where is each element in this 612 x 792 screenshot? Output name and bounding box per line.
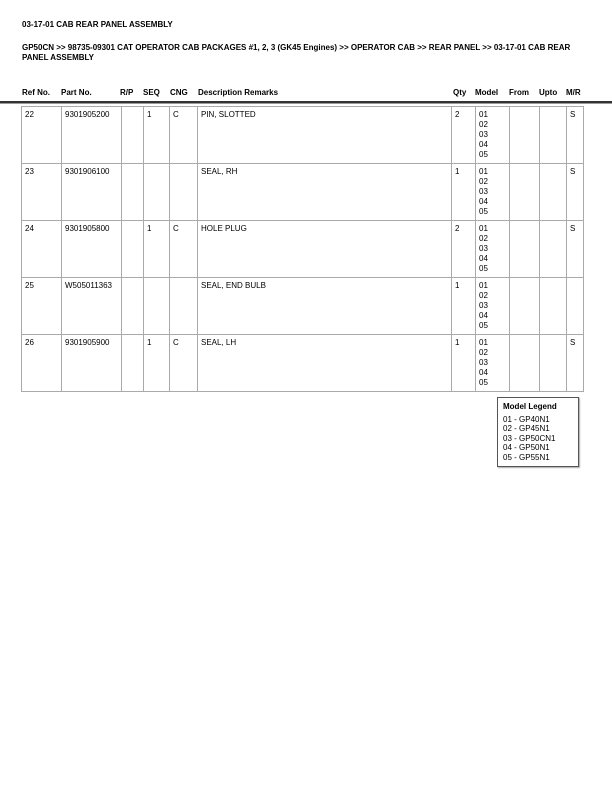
cell-seq: 1 [143, 334, 170, 392]
cell-qty: 1 [451, 277, 476, 335]
column-header: Part No. [61, 88, 92, 97]
cell-from [509, 106, 540, 164]
cell-cng: C [169, 220, 198, 278]
column-header: M/R [566, 88, 581, 97]
legend-item: 01 - GP40N1 [503, 414, 550, 424]
cell-part: 9301906100 [61, 163, 122, 221]
cell-from [509, 163, 540, 221]
cell-cng: C [169, 334, 198, 392]
cell-rp [121, 334, 144, 392]
cell-ref: 22 [21, 106, 62, 164]
cell-ref: 23 [21, 163, 62, 221]
cell-from [509, 277, 540, 335]
cell-model: 01 02 03 04 05 [475, 277, 510, 335]
model-legend: Model Legend 01 - GP40N1 02 - GP45N1 03 - … [497, 397, 579, 467]
cell-desc: SEAL, RH [197, 163, 452, 221]
cell-qty: 1 [451, 163, 476, 221]
cell-model: 01 02 03 04 05 [475, 334, 510, 392]
legend-title: Model Legend [503, 402, 557, 411]
cell-seq: 1 [143, 106, 170, 164]
column-header: Qty [453, 88, 467, 97]
column-header: Ref No. [22, 88, 50, 97]
cell-desc: SEAL, LH [197, 334, 452, 392]
column-header: R/P [120, 88, 134, 97]
cell-part: W505011363 [61, 277, 122, 335]
table-row: 22 9301905200 1 C PIN, SLOTTED 2 01 02 03 04 0… [21, 106, 584, 164]
cell-part: 9301905200 [61, 106, 122, 164]
cell-upto [539, 163, 567, 221]
cell-upto [539, 220, 567, 278]
column-header: SEQ [143, 88, 160, 97]
cell-rp [121, 277, 144, 335]
cell-from [509, 220, 540, 278]
cell-model: 01 02 03 04 05 [475, 106, 510, 164]
cell-ref: 25 [21, 277, 62, 335]
cell-cng [169, 277, 198, 335]
cell-mr: S [566, 163, 584, 221]
column-header: Description Remarks [198, 88, 279, 97]
page-title: 03-17-01 CAB REAR PANEL ASSEMBLY [22, 20, 173, 29]
legend-item: 04 - GP50N1 [503, 443, 550, 452]
cell-model: 01 02 03 04 05 [475, 220, 510, 278]
cell-mr: S [566, 334, 584, 392]
column-header: Upto [539, 88, 558, 97]
cell-upto [539, 106, 567, 164]
legend-item: 03 - GP50CN1 [503, 433, 556, 443]
cell-desc: HOLE PLUG [197, 220, 452, 278]
cell-mr: S [566, 220, 584, 278]
cell-desc: SEAL, END BULB [197, 277, 452, 335]
cell-cng [169, 163, 198, 221]
cell-seq [143, 163, 170, 221]
cell-rp [121, 220, 144, 278]
cell-seq [143, 277, 170, 335]
cell-mr [566, 277, 584, 335]
header-rule [0, 101, 612, 104]
cell-cng: C [169, 106, 198, 164]
cell-seq: 1 [143, 220, 170, 278]
cell-ref: 24 [21, 220, 62, 278]
parts-table: 22 9301905200 1 C PIN, SLOTTED 2 01 02 03 04 0… [21, 106, 584, 392]
cell-qty: 1 [451, 334, 476, 392]
table-row: 24 9301905800 1 C HOLE PLUG 2 01 02 03 04 05 S [21, 220, 584, 278]
cell-rp [121, 163, 144, 221]
column-header: CNG [170, 88, 188, 97]
table-row: 25 W505011363 SEAL, END BULB 1 01 02 03 04 0… [21, 277, 584, 335]
table-row: 23 9301906100 SEAL, RH 1 01 02 03 04 05 S [21, 163, 584, 221]
cell-ref: 26 [21, 334, 62, 392]
legend-item: 02 - GP45N1 [503, 424, 550, 433]
cell-mr: S [566, 106, 584, 164]
cell-part: 9301905900 [61, 334, 122, 392]
cell-upto [539, 277, 567, 335]
column-header: From [509, 88, 529, 97]
column-header: Model [475, 88, 499, 97]
cell-part: 9301905800 [61, 220, 122, 278]
cell-qty: 2 [451, 106, 476, 164]
legend-item: 05 - GP55N1 [503, 452, 550, 462]
cell-upto [539, 334, 567, 392]
table-row: 26 9301905900 1 C SEAL, LH 1 01 02 03 04 05 S [21, 334, 584, 392]
cell-desc: PIN, SLOTTED [197, 106, 452, 164]
breadcrumb: GP50CN >> 98735-09301 CAT OPERATOR CAB P… [22, 43, 571, 62]
cell-qty: 2 [451, 220, 476, 278]
cell-rp [121, 106, 144, 164]
cell-from [509, 334, 540, 392]
cell-model: 01 02 03 04 05 [475, 163, 510, 221]
